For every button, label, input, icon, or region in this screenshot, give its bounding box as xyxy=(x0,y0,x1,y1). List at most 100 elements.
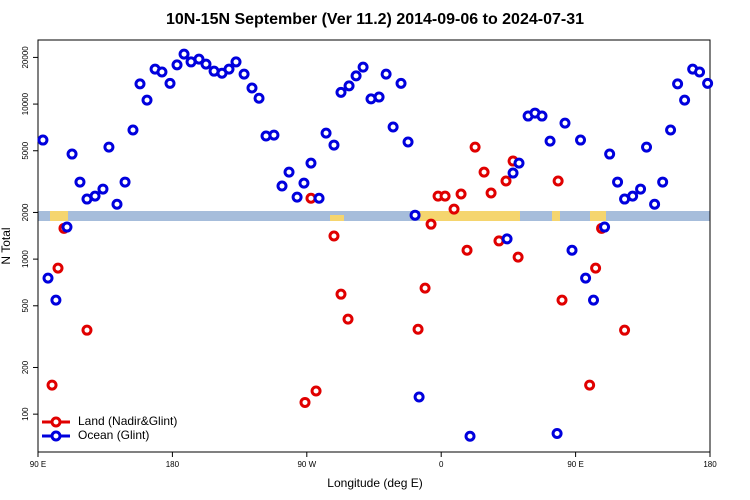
point xyxy=(513,157,525,169)
point xyxy=(335,86,347,98)
point xyxy=(448,203,460,215)
point xyxy=(350,70,362,82)
point xyxy=(599,221,611,233)
point xyxy=(193,53,205,65)
x-tick-label: 90 E xyxy=(30,460,46,469)
legend-marker xyxy=(50,430,62,442)
point xyxy=(464,430,476,442)
point xyxy=(141,94,153,106)
point xyxy=(373,91,385,103)
point xyxy=(469,141,481,153)
y-tick-label: 10000 xyxy=(21,92,30,115)
plot-frame xyxy=(37,39,711,453)
point xyxy=(500,175,512,187)
point xyxy=(335,288,347,300)
legend-label: Ocean (Glint) xyxy=(78,428,149,442)
point xyxy=(320,127,332,139)
point xyxy=(74,176,86,188)
point xyxy=(253,92,265,104)
point xyxy=(507,167,519,179)
point xyxy=(291,191,303,203)
point xyxy=(310,385,322,397)
point xyxy=(439,190,451,202)
point xyxy=(230,56,242,68)
point xyxy=(395,77,407,89)
point xyxy=(328,139,340,151)
point xyxy=(268,129,280,141)
y-tick-label: 100 xyxy=(21,407,30,421)
point xyxy=(283,166,295,178)
point xyxy=(171,59,183,71)
point xyxy=(455,188,467,200)
point xyxy=(672,78,684,90)
y-tick-label: 5000 xyxy=(21,141,30,159)
point xyxy=(512,251,524,263)
point xyxy=(566,244,578,256)
point xyxy=(604,148,616,160)
point xyxy=(619,324,631,336)
point xyxy=(103,141,115,153)
point xyxy=(635,183,647,195)
y-tick-label: 500 xyxy=(21,299,30,313)
point xyxy=(575,134,587,146)
point xyxy=(119,176,131,188)
legend-label: Land (Nadir&Glint) xyxy=(78,414,177,428)
point xyxy=(127,124,139,136)
point xyxy=(584,379,596,391)
point xyxy=(89,190,101,202)
x-tick-label: 0 xyxy=(439,460,444,469)
point xyxy=(657,176,669,188)
point xyxy=(178,48,190,60)
point xyxy=(419,282,431,294)
point xyxy=(276,180,288,192)
point xyxy=(412,323,424,335)
point xyxy=(641,141,653,153)
point xyxy=(238,68,250,80)
point xyxy=(61,221,73,233)
point xyxy=(485,187,497,199)
point xyxy=(627,190,639,202)
point xyxy=(305,157,317,169)
y-tick-label: 1000 xyxy=(21,250,30,268)
point xyxy=(590,262,602,274)
chart-title: 10N-15N September (Ver 11.2) 2014-09-06 … xyxy=(166,11,584,28)
point xyxy=(50,294,62,306)
point xyxy=(298,177,310,189)
point xyxy=(702,77,714,89)
point xyxy=(223,63,235,75)
point xyxy=(425,218,437,230)
map-strip xyxy=(38,211,710,221)
point xyxy=(37,134,49,146)
point xyxy=(81,324,93,336)
point xyxy=(588,294,600,306)
point xyxy=(380,68,392,80)
point xyxy=(665,124,677,136)
x-tick-label: 90 W xyxy=(297,460,316,469)
point xyxy=(164,77,176,89)
point xyxy=(52,262,64,274)
point xyxy=(694,66,706,78)
point xyxy=(97,183,109,195)
point xyxy=(402,136,414,148)
point xyxy=(544,135,556,147)
legend-marker xyxy=(50,416,62,428)
point xyxy=(536,110,548,122)
point xyxy=(552,175,564,187)
x-axis-label: Longitude (deg E) xyxy=(327,476,422,490)
point xyxy=(66,148,78,160)
point xyxy=(134,78,146,90)
point xyxy=(42,272,54,284)
x-tick-label: 180 xyxy=(703,460,717,469)
point xyxy=(413,391,425,403)
y-tick-label: 2000 xyxy=(21,203,30,221)
point xyxy=(246,82,258,94)
point xyxy=(200,58,212,70)
point xyxy=(559,117,571,129)
point xyxy=(328,230,340,242)
point xyxy=(46,379,58,391)
x-tick-label: 180 xyxy=(166,460,180,469)
point xyxy=(501,233,513,245)
y-tick-label: 200 xyxy=(21,360,30,374)
point xyxy=(343,80,355,92)
